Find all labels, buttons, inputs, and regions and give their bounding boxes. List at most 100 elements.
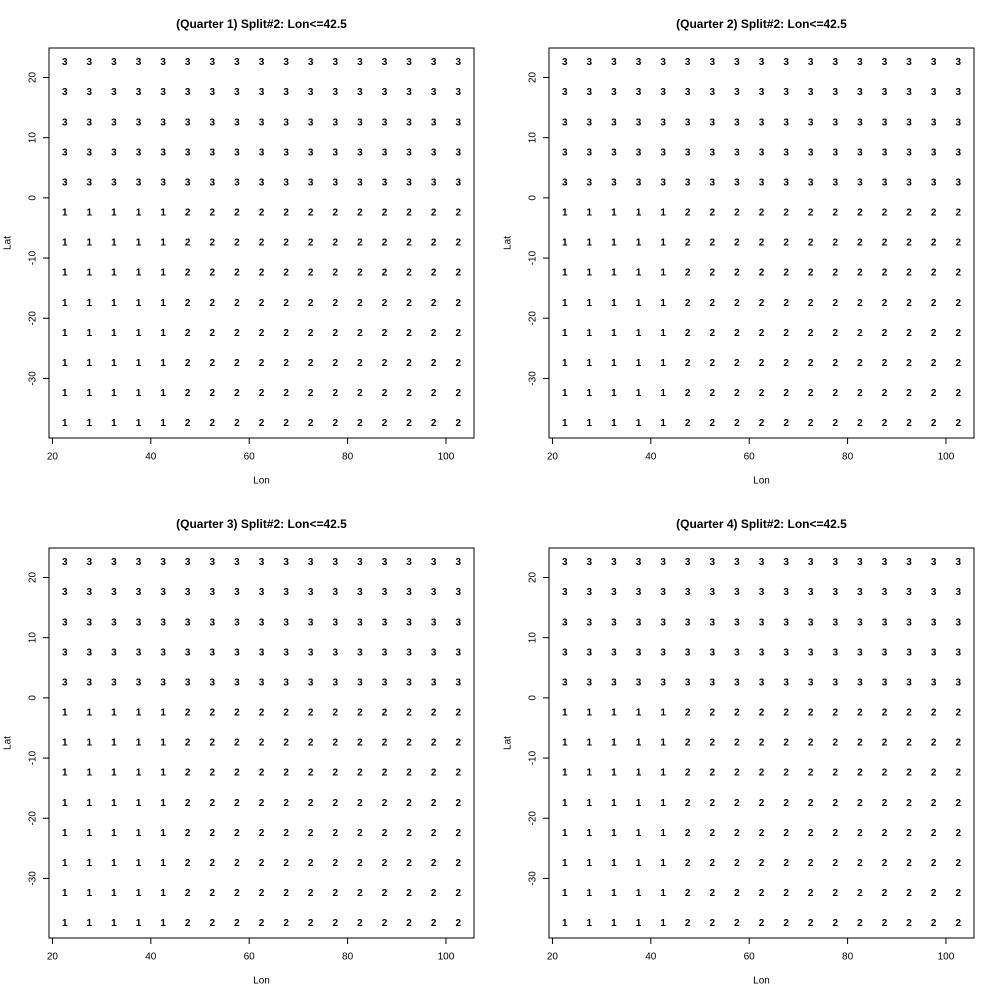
point-label: 2: [185, 208, 191, 219]
point-label: 1: [611, 708, 617, 719]
point-label: 2: [382, 268, 388, 279]
x-tick-label: 100: [938, 952, 955, 963]
point-label: 2: [710, 798, 716, 809]
point-label: 2: [259, 888, 265, 899]
point-label: 3: [210, 117, 216, 128]
point-label: 3: [587, 117, 593, 128]
point-label: 3: [611, 617, 617, 628]
point-label: 1: [111, 858, 117, 869]
point-label: 1: [636, 298, 642, 309]
point-label: 1: [160, 798, 166, 809]
point-label: 3: [87, 647, 93, 658]
point-label: 2: [283, 418, 289, 429]
point-label: 3: [906, 147, 912, 158]
point-label: 3: [906, 57, 912, 68]
point-label: 2: [882, 768, 888, 779]
point-label: 2: [906, 738, 912, 749]
point-label: 1: [62, 298, 68, 309]
point-label: 2: [882, 858, 888, 869]
point-label: 2: [357, 918, 363, 929]
point-label: 2: [308, 268, 314, 279]
point-label: 2: [283, 208, 289, 219]
point-label: 2: [357, 738, 363, 749]
point-label: 2: [185, 828, 191, 839]
point-label: 3: [931, 117, 937, 128]
point-label: 1: [62, 888, 68, 899]
point-label: 2: [357, 268, 363, 279]
point-label: 2: [308, 798, 314, 809]
point-label: 3: [562, 117, 568, 128]
point-label: 2: [357, 858, 363, 869]
point-label: 2: [210, 268, 216, 279]
point-label: 2: [734, 388, 740, 399]
point-label: 3: [62, 617, 68, 628]
point-label: 1: [111, 388, 117, 399]
x-axis-label: Lon: [753, 476, 770, 487]
point-label: 2: [734, 888, 740, 899]
point-label: 1: [87, 208, 93, 219]
point-label: 3: [759, 617, 765, 628]
point-label: 2: [455, 328, 461, 339]
point-label: 3: [587, 677, 593, 688]
point-label: 2: [283, 738, 289, 749]
point-label: 2: [333, 888, 339, 899]
y-tick-label: 10: [28, 132, 39, 144]
point-label: 2: [931, 768, 937, 779]
point-label: 2: [234, 328, 240, 339]
point-label: 3: [562, 617, 568, 628]
point-label: 3: [833, 87, 839, 98]
point-label: 2: [710, 208, 716, 219]
point-label: 2: [333, 858, 339, 869]
point-label: 2: [685, 208, 691, 219]
point-label: 2: [857, 358, 863, 369]
point-label: 2: [833, 798, 839, 809]
point-label: 3: [111, 677, 117, 688]
point-label: 2: [283, 708, 289, 719]
point-label: 3: [234, 87, 240, 98]
point-label: 3: [660, 587, 666, 598]
point-label: 1: [562, 888, 568, 899]
point-label: 1: [62, 328, 68, 339]
point-label: 3: [210, 87, 216, 98]
point-label: 3: [62, 647, 68, 658]
point-label: 3: [357, 587, 363, 598]
point-label: 3: [283, 647, 289, 658]
point-label: 1: [636, 208, 642, 219]
point-label: 1: [611, 358, 617, 369]
point-label: 3: [882, 677, 888, 688]
point-label: 2: [906, 268, 912, 279]
point-label: 3: [931, 557, 937, 568]
point-label: 2: [431, 768, 437, 779]
point-label: 3: [62, 677, 68, 688]
point-label: 3: [833, 647, 839, 658]
point-label: 2: [710, 238, 716, 249]
point-label: 2: [431, 738, 437, 749]
point-label: 1: [111, 208, 117, 219]
point-label: 3: [808, 57, 814, 68]
point-label: 1: [562, 238, 568, 249]
point-label: 1: [62, 918, 68, 929]
x-tick-label: 60: [744, 952, 756, 963]
point-label: 2: [759, 918, 765, 929]
point-label: 2: [955, 418, 961, 429]
point-label: 1: [87, 268, 93, 279]
x-tick-label: 100: [438, 452, 455, 463]
point-label: 1: [587, 738, 593, 749]
point-label: 2: [783, 238, 789, 249]
point-label: 3: [111, 587, 117, 598]
point-label: 1: [611, 298, 617, 309]
point-label: 2: [857, 298, 863, 309]
point-label: 3: [906, 647, 912, 658]
point-label: 2: [308, 388, 314, 399]
point-label: 2: [357, 768, 363, 779]
point-label: 3: [333, 177, 339, 188]
point-label: 2: [431, 358, 437, 369]
point-label: 3: [455, 677, 461, 688]
point-label: 2: [455, 268, 461, 279]
point-label: 2: [833, 418, 839, 429]
point-label: 3: [882, 587, 888, 598]
point-label: 2: [857, 828, 863, 839]
point-label: 1: [62, 738, 68, 749]
point-label: 3: [882, 177, 888, 188]
point-label: 2: [431, 298, 437, 309]
